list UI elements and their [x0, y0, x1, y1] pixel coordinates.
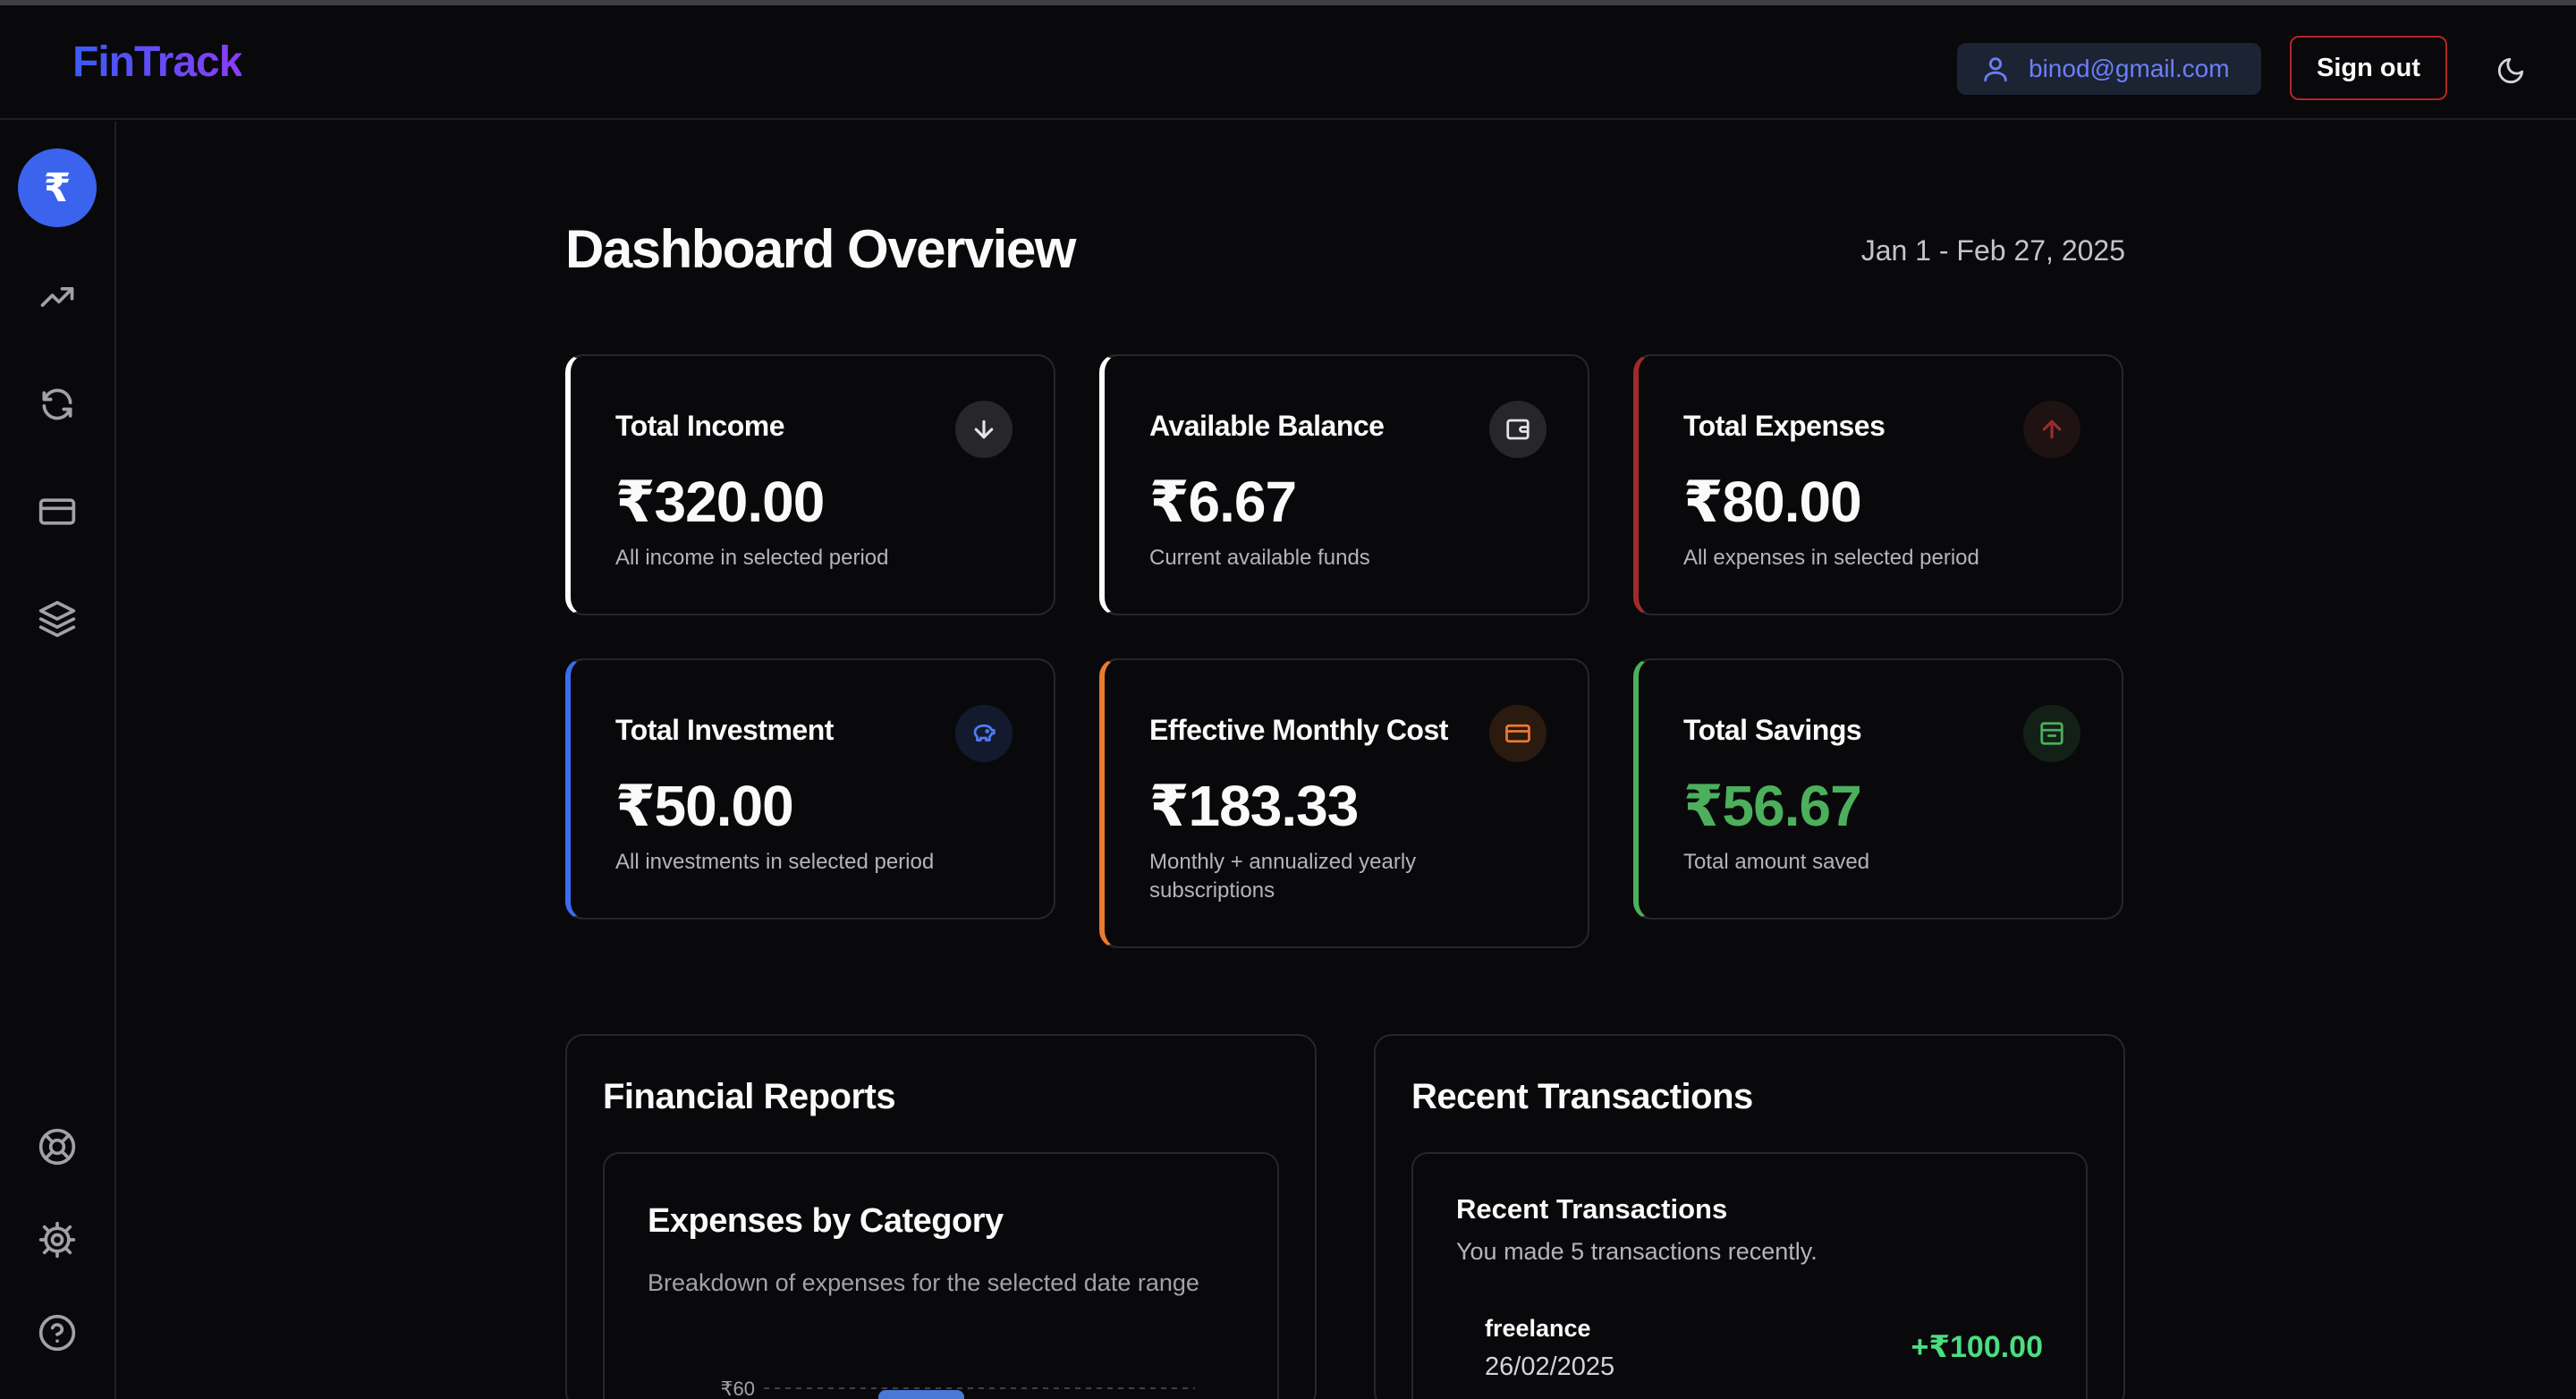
- moon-icon[interactable]: [2496, 55, 2526, 86]
- card-value: ₹6.67: [1149, 470, 1297, 534]
- user-icon: [1984, 57, 2007, 82]
- card-icon-badge: [1489, 705, 1546, 762]
- nav-dashboard[interactable]: ₹: [18, 148, 97, 227]
- expenses-chart-card: Expenses by Category Breakdown of expens…: [603, 1152, 1279, 1399]
- card-value: ₹56.67: [1683, 774, 1862, 838]
- card-subtitle: Current available funds: [1149, 546, 1370, 570]
- nav-subscriptions[interactable]: [38, 385, 77, 424]
- card-icon-badge: [955, 705, 1013, 762]
- gear-icon: [38, 1221, 76, 1259]
- transactions-card: Recent Transactions You made 5 transacti…: [1411, 1152, 2088, 1399]
- transactions-summary: You made 5 transactions recently.: [1456, 1238, 1818, 1265]
- card-title: Total Income: [615, 410, 784, 442]
- card-value: ₹50.00: [615, 774, 794, 838]
- card-title: Total Expenses: [1683, 410, 1885, 442]
- panel-title: Financial Reports: [603, 1077, 896, 1116]
- card-subtitle: All investments in selected period: [615, 850, 935, 874]
- piggy-bank-icon: [973, 724, 996, 742]
- transactions-card-title: Recent Transactions: [1456, 1193, 1728, 1225]
- help-circle-icon: [38, 1314, 76, 1352]
- sidebar: ₹: [0, 122, 116, 1399]
- card-icon-badge: [2023, 401, 2080, 458]
- chart-title: Expenses by Category: [648, 1202, 1004, 1240]
- nav-help[interactable]: [38, 1313, 77, 1352]
- card-icon-badge: [955, 401, 1013, 458]
- chart-bar[interactable]: [878, 1390, 964, 1399]
- rupee-icon: ₹: [43, 165, 72, 210]
- page-title: Dashboard Overview: [565, 219, 1076, 279]
- chart-description: Breakdown of expenses for the selected d…: [648, 1269, 1199, 1296]
- transaction-name: freelance: [1485, 1315, 1591, 1342]
- expenses-bar-chart: ₹60: [721, 1378, 1195, 1399]
- sign-out-button[interactable]: Sign out: [2290, 36, 2447, 100]
- card-value: ₹80.00: [1683, 470, 1862, 534]
- available-balance-card: Available Balance ₹6.67 Current availabl…: [1099, 354, 1589, 615]
- card-icon-badge: [2023, 705, 2080, 762]
- archive-icon: [2040, 722, 2063, 745]
- card-title: Total Investment: [615, 714, 834, 746]
- date-range[interactable]: Jan 1 - Feb 27, 2025: [1860, 234, 2125, 267]
- card-title: Available Balance: [1149, 410, 1385, 442]
- financial-reports-panel: Financial Reports Expenses by Category B…: [565, 1034, 1317, 1399]
- card-subtitle: All expenses in selected period: [1683, 546, 1979, 570]
- card-subtitle: Monthly + annualized yearly subscription…: [1149, 850, 1417, 903]
- total-expenses-card: Total Expenses ₹80.00 All expenses in se…: [1633, 354, 2123, 615]
- recent-transactions-panel: Recent Transactions Recent Transactions …: [1374, 1034, 2125, 1399]
- wallet-icon: [1506, 419, 1530, 440]
- card-title: Total Savings: [1683, 714, 1862, 746]
- card-value: ₹183.33: [1149, 774, 1359, 838]
- transaction-amount: +₹100.00: [1911, 1330, 2043, 1364]
- user-chip[interactable]: binod@gmail.com: [1957, 43, 2261, 95]
- effective-monthly-cost-card: Effective Monthly Cost ₹183.33 Monthly +…: [1099, 658, 1589, 948]
- nav-trends[interactable]: [38, 277, 77, 317]
- trending-up-icon: [40, 287, 74, 307]
- total-income-card: Total Income ₹320.00 All income in selec…: [565, 354, 1055, 615]
- card-icon-badge: [1489, 401, 1546, 458]
- transaction-date: 26/02/2025: [1485, 1352, 1615, 1381]
- panel-title: Recent Transactions: [1411, 1077, 1753, 1116]
- layers-icon: [38, 600, 76, 638]
- arrow-down-icon: [974, 420, 994, 439]
- card-subtitle: Total amount saved: [1683, 850, 1870, 874]
- user-email: binod@gmail.com: [2029, 55, 2230, 82]
- total-investment-card: Total Investment ₹50.00 All investments …: [565, 658, 1055, 920]
- y-tick-label: ₹60: [721, 1378, 755, 1399]
- app-logo[interactable]: FinTrack: [72, 38, 242, 86]
- refresh-icon: [42, 388, 72, 420]
- card-subtitle: All income in selected period: [615, 546, 889, 570]
- window-top-edge: [0, 0, 2576, 5]
- nav-support[interactable]: [38, 1127, 77, 1166]
- total-savings-card: Total Savings ₹56.67 Total amount saved: [1633, 658, 2123, 920]
- top-header: FinTrack binod@gmail.com Sign out: [0, 5, 2576, 120]
- nav-cards[interactable]: [38, 492, 77, 531]
- card-title: Effective Monthly Cost: [1149, 714, 1448, 746]
- credit-card-icon: [1505, 724, 1530, 743]
- nav-investments[interactable]: [38, 599, 77, 639]
- nav-settings[interactable]: [38, 1220, 77, 1259]
- card-value: ₹320.00: [615, 470, 825, 534]
- arrow-up-icon: [2042, 420, 2062, 439]
- credit-card-icon: [38, 498, 76, 525]
- lifebuoy-icon: [38, 1128, 76, 1166]
